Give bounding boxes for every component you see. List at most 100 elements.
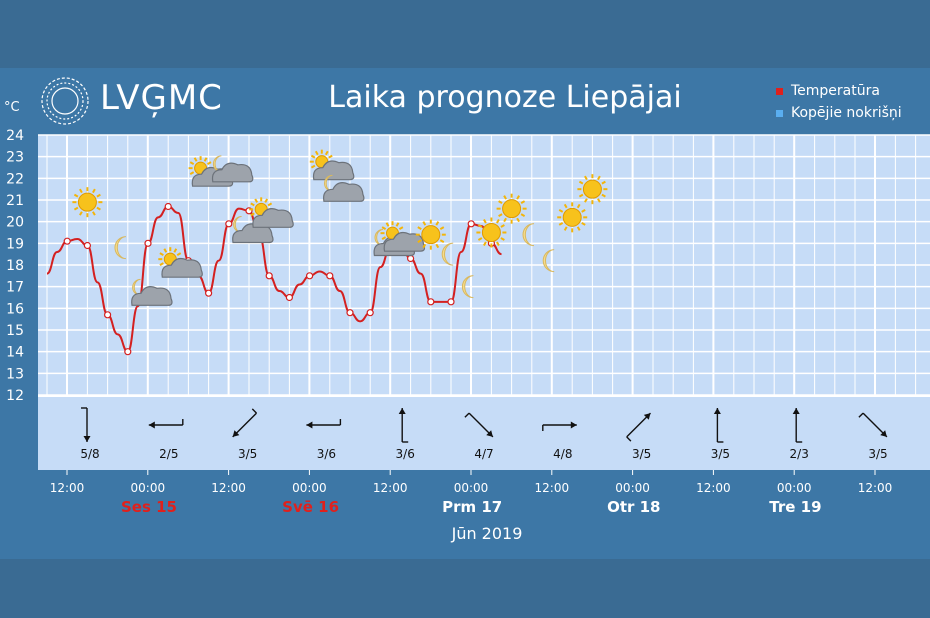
temperature-point	[326, 272, 334, 280]
wind-arrow-head	[643, 413, 651, 420]
plot-background	[38, 135, 930, 470]
wind-speed-label: 2/3	[790, 447, 809, 461]
month-label: Jūn 2019	[451, 524, 523, 543]
temperature-point	[63, 237, 71, 245]
temperature-point	[285, 293, 293, 302]
temperature-point	[346, 309, 354, 317]
legend: Temperatūra Kopējie nokrišņi	[776, 80, 902, 124]
wind-arrow-head	[306, 421, 313, 429]
top-band	[0, 0, 930, 68]
x-tick-label: 00:00	[292, 481, 327, 495]
wind-speed-label: 4/7	[474, 447, 493, 461]
x-tick-label: 12:00	[858, 481, 893, 495]
wind-speed-label: 3/5	[868, 447, 887, 461]
temperature-point	[144, 239, 152, 247]
y-tick-label: 19	[6, 236, 24, 252]
moon-icon	[461, 275, 474, 299]
moon-icon	[441, 242, 454, 266]
cloud-icon	[211, 162, 254, 183]
temperature-point	[447, 298, 455, 306]
cloud-icon	[383, 231, 426, 252]
sun-icon	[72, 187, 103, 218]
wind-arrow-head	[880, 430, 887, 437]
y-tick-label: 24	[6, 128, 24, 144]
wind-arrow-head	[398, 408, 406, 414]
x-tick-label: 00:00	[615, 481, 650, 495]
wind-speed-label: 3/6	[396, 447, 415, 461]
y-tick-label: 21	[6, 193, 24, 209]
wind-arrow-head	[713, 408, 721, 414]
y-tick-label: 20	[6, 215, 24, 231]
wind-arrow-head	[148, 421, 155, 429]
temperature-point	[103, 311, 112, 319]
sun-icon	[476, 217, 507, 248]
wind-speed-label: 3/5	[632, 447, 651, 461]
y-tick-label: 16	[6, 301, 24, 317]
x-tick-label: 12:00	[50, 481, 85, 495]
x-tick-label: 12:00	[535, 481, 570, 495]
x-tick-label: 12:00	[373, 481, 408, 495]
temperature-line	[46, 205, 502, 353]
wind-speed-label: 4/8	[553, 447, 572, 461]
wind-arrow-tail	[464, 412, 470, 418]
temperature-point	[83, 241, 92, 250]
temperature-point	[407, 254, 415, 263]
x-tick-label: 00:00	[777, 481, 812, 495]
temperature-point	[467, 220, 475, 228]
wind-speed-label: 3/6	[317, 447, 336, 461]
sun-icon	[415, 219, 446, 250]
y-tick-label: 18	[6, 258, 24, 274]
wind-speed-label: 2/5	[159, 447, 178, 461]
day-label: Tre 19	[769, 498, 821, 516]
y-tick-label: 13	[6, 366, 24, 382]
y-tick-label: 22	[6, 171, 24, 187]
temperature-point	[164, 202, 172, 211]
temperature-point	[124, 348, 132, 356]
cloud-icon	[312, 160, 355, 181]
bottom-band	[0, 559, 930, 618]
temperature-point	[205, 289, 213, 297]
y-tick-label: 17	[6, 280, 24, 296]
x-tick-label: 12:00	[696, 481, 731, 495]
day-label: Ses 15	[121, 498, 177, 516]
wind-speed-label: 3/5	[238, 447, 257, 461]
day-label: Otr 18	[607, 498, 660, 516]
legend-label-temperature: Temperatūra	[791, 83, 880, 99]
sun-behind-cloud-icon	[158, 247, 183, 272]
day-label: Svē 16	[282, 498, 339, 516]
wind-arrow-head	[570, 421, 577, 429]
logo-rings-icon	[41, 77, 89, 125]
legend-label-precipitation: Kopējie nokrišņi	[791, 105, 902, 121]
wind-arrow-tail	[858, 412, 864, 418]
cloud-icon	[252, 208, 294, 228]
temperature-point	[366, 309, 374, 317]
wind-arrow-tail	[251, 408, 257, 414]
moon-icon	[542, 249, 555, 273]
wind-speed-label: 5/8	[80, 447, 99, 461]
wind-arrow-tail	[626, 436, 632, 442]
temperature-point	[306, 272, 314, 280]
wind-arrow-head	[232, 430, 240, 437]
y-tick-label: 23	[6, 150, 24, 166]
legend-item-precipitation: Kopējie nokrišņi	[776, 102, 902, 124]
y-tick-label: 14	[6, 345, 24, 361]
x-tick-label: 12:00	[211, 481, 246, 495]
wind-arrow-head	[83, 436, 91, 442]
sun-icon	[557, 202, 588, 233]
temperature-point	[225, 220, 233, 228]
moon-icon	[114, 236, 127, 260]
y-axis-unit: °C	[4, 100, 20, 115]
y-tick-label: 12	[6, 388, 24, 404]
page-title: Laika prognoze Liepājai	[328, 80, 682, 115]
wind-arrow-head	[792, 408, 800, 414]
legend-swatch-precipitation	[776, 109, 783, 117]
day-label: Prm 17	[442, 498, 502, 516]
sun-icon	[496, 193, 527, 224]
legend-item-temperature: Temperatūra	[776, 80, 902, 102]
wind-speed-label: 3/5	[711, 447, 730, 461]
moon-icon	[522, 223, 535, 247]
temperature-point	[427, 298, 435, 306]
legend-swatch-temperature	[776, 87, 783, 95]
wind-arrow-head	[486, 430, 493, 437]
